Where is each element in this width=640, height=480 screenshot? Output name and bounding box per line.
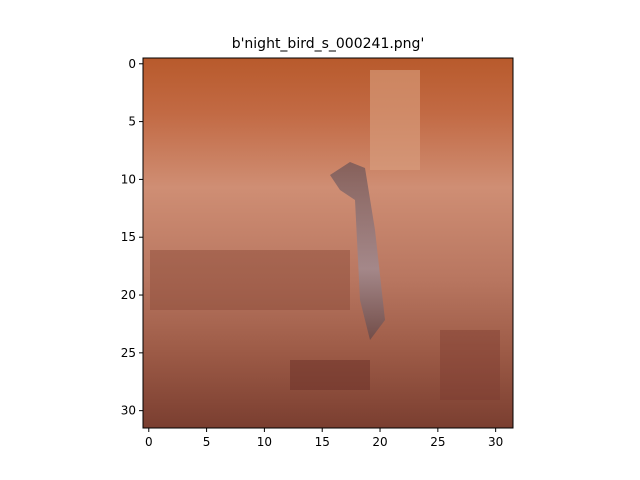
x-tick-label: 0 [145,435,153,449]
axes-frame [142,57,514,429]
x-tick-label: 25 [430,435,445,449]
x-tick-label: 20 [372,435,387,449]
x-tick-label: 5 [203,435,211,449]
x-tick-label: 30 [488,435,503,449]
y-tick-label: 5 [128,115,136,129]
y-tick-label: 10 [121,172,136,186]
y-tick-label: 20 [121,288,136,302]
y-tick-label: 0 [128,57,136,71]
y-tick-label: 30 [121,404,136,418]
x-tick-label: 10 [257,435,272,449]
x-tick-label: 15 [315,435,330,449]
y-tick-label: 25 [121,346,136,360]
image [143,58,513,428]
chart-title: b'night_bird_s_000241.png' [232,36,425,52]
y-tick-label: 15 [121,230,136,244]
